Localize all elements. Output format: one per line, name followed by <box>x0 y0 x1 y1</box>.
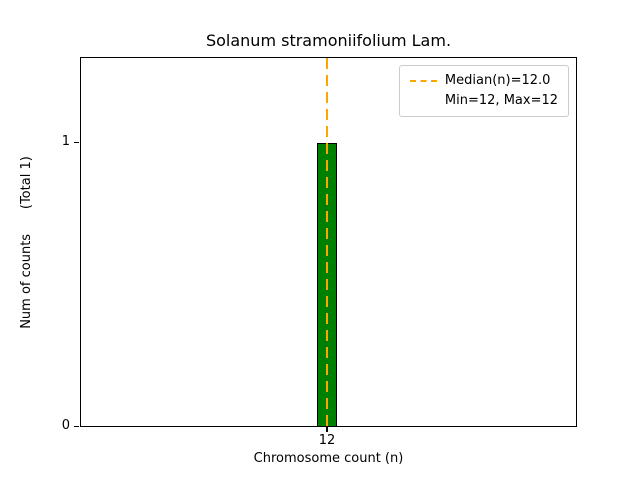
median-line <box>326 58 328 426</box>
chart-title: Solanum stramoniifolium Lam. <box>205 31 452 50</box>
y-tick-mark-0 <box>74 425 79 427</box>
x-tick-mark-12 <box>326 427 328 432</box>
x-axis-label: Chromosome count (n) <box>253 451 404 466</box>
legend-entry-minmax: Min=12, Max=12 <box>444 93 558 109</box>
y-axis-label-text: Num of counts (Total 1) <box>18 155 34 329</box>
legend-row-minmax: Min=12, Max=12 <box>410 91 558 111</box>
legend-entry-median: Median(n)=12.0 <box>444 73 551 88</box>
y-axis-label: Num of counts (Total 1) <box>13 57 39 427</box>
median-dash-swatch-icon <box>409 80 437 83</box>
y-tick-label-0: 0 <box>61 418 70 433</box>
legend: Median(n)=12.0 Min=12, Max=12 <box>398 65 569 118</box>
legend-row-median: Median(n)=12.0 <box>409 71 558 91</box>
y-tick-label-1: 1 <box>61 134 70 150</box>
y-tick-mark-1 <box>74 141 79 144</box>
plot-area: Median(n)=12.0 Min=12, Max=12 <box>80 57 577 427</box>
x-tick-label-12: 12 <box>318 433 336 448</box>
